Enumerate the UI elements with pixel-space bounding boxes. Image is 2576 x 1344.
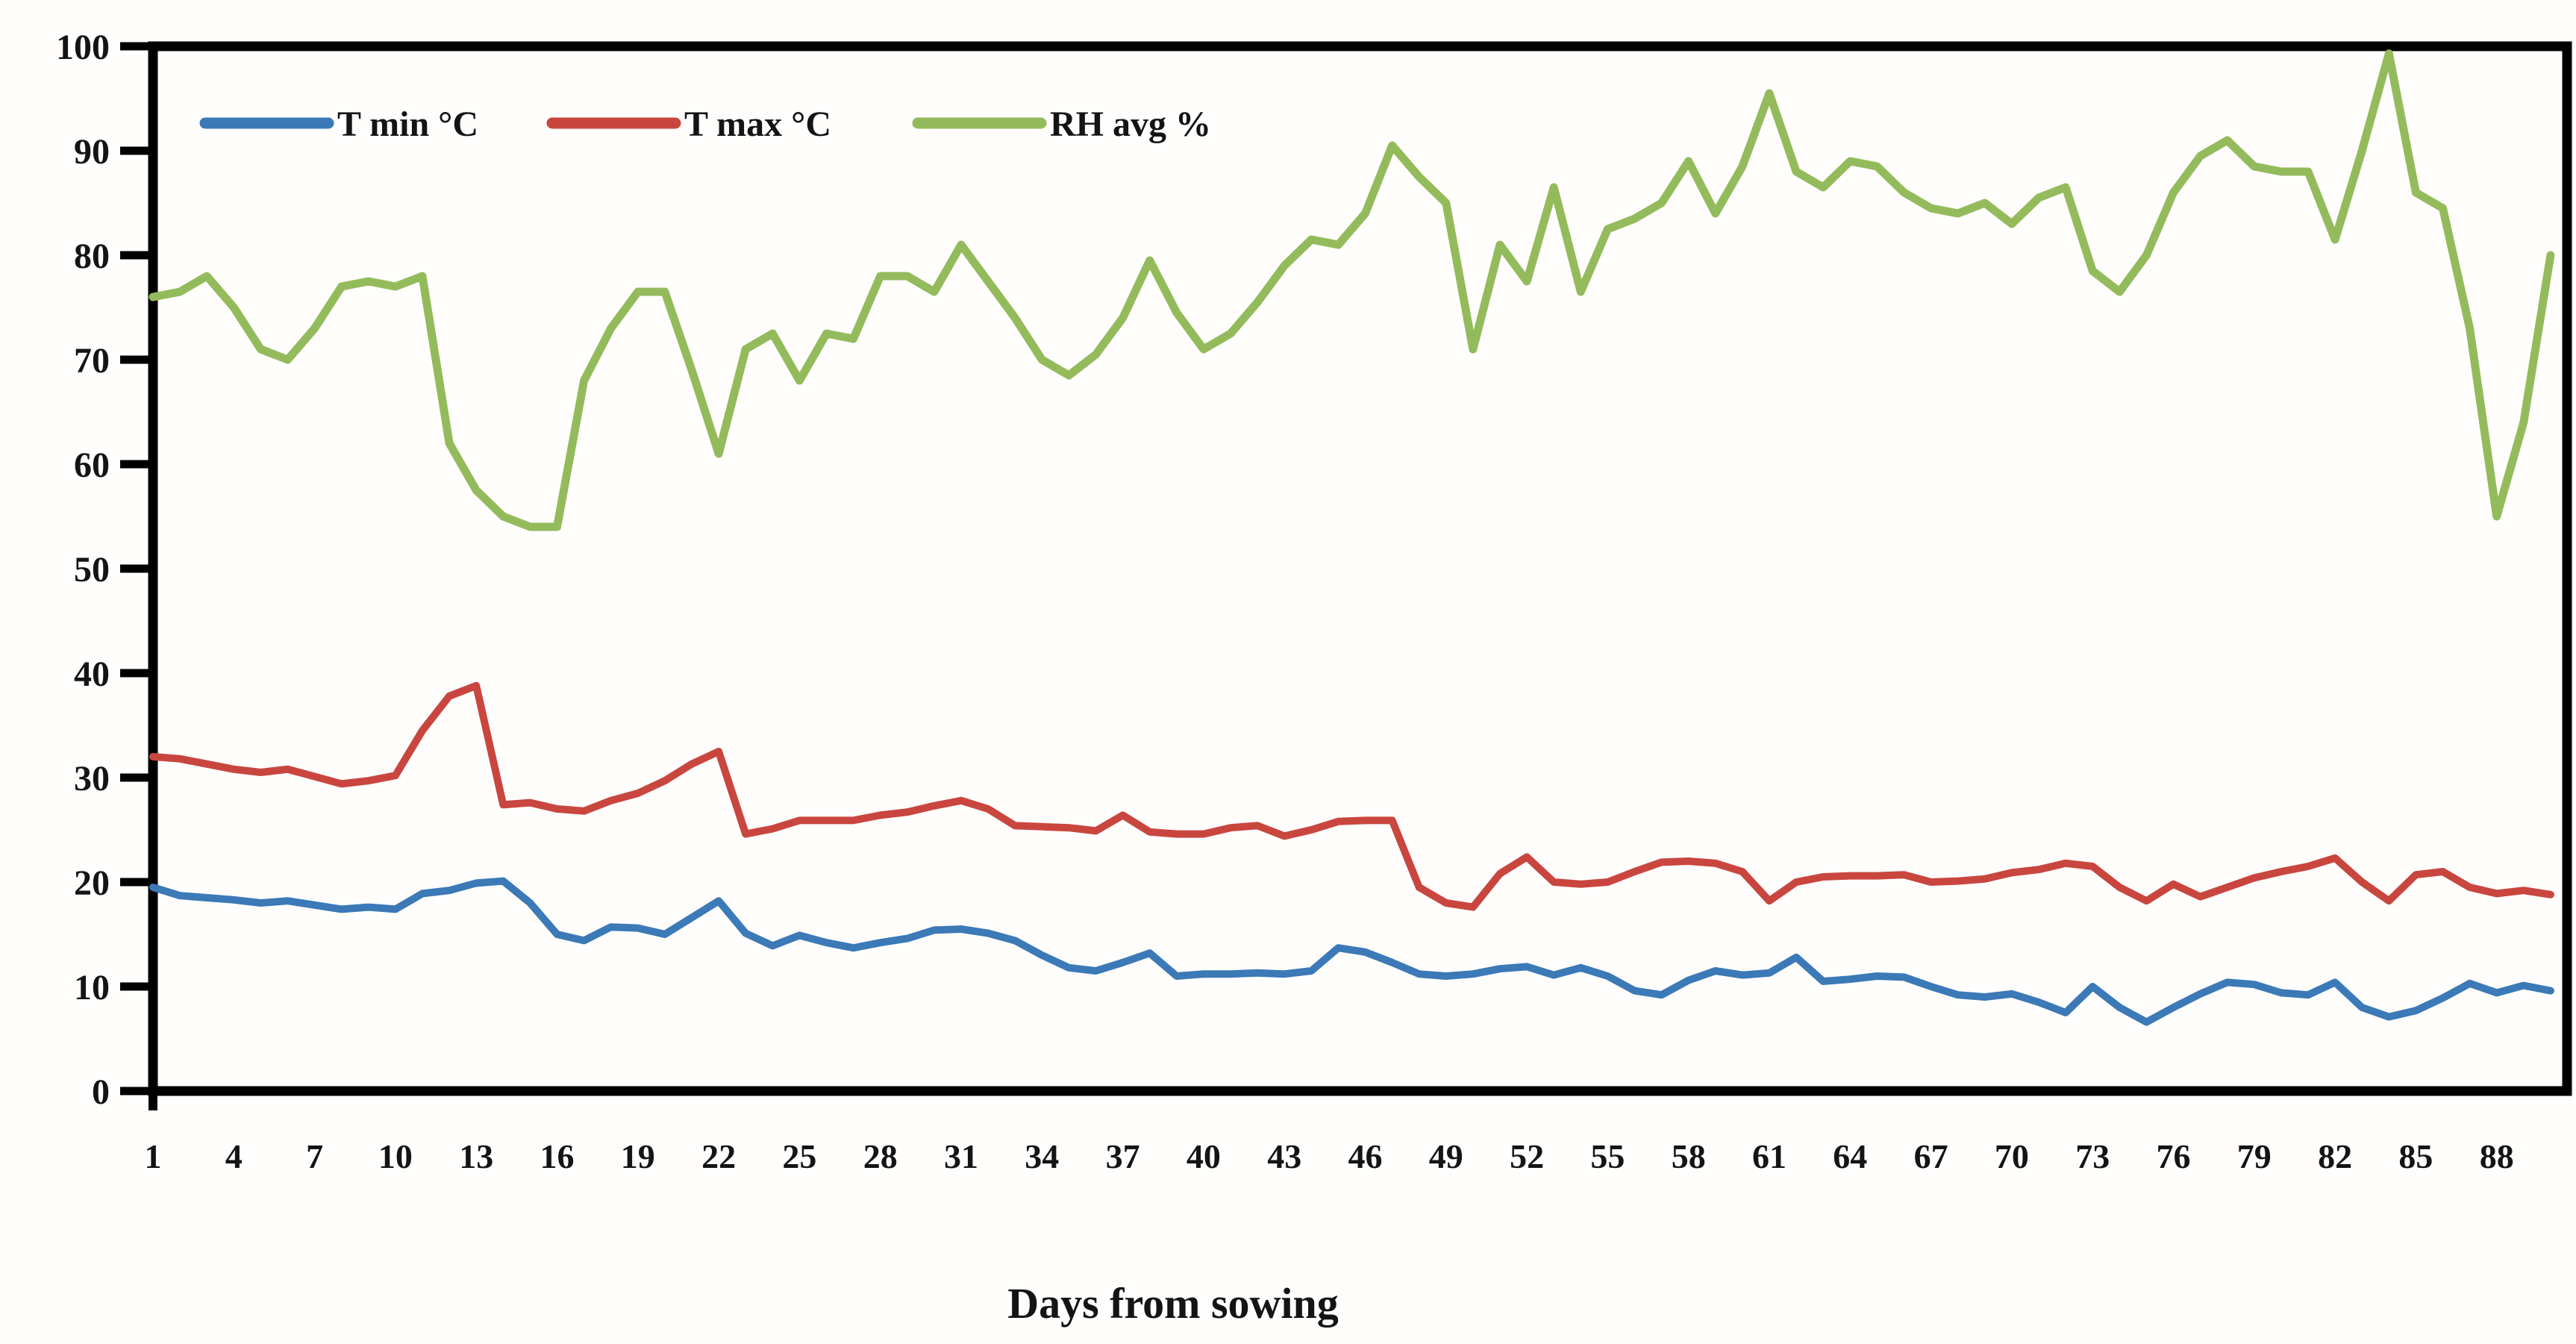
x-tick-label: 88 [2480,1137,2514,1175]
y-tick [120,42,153,51]
x-tick-label: 28 [863,1137,898,1175]
y-tick [120,355,153,364]
x-axis-title: Days from sowing [1007,1279,1339,1328]
x-tick-label: 55 [1590,1137,1625,1175]
x-tick-label: 31 [944,1137,978,1175]
y-tick-label: 70 [74,341,110,381]
x-tick-label: 76 [2157,1137,2191,1175]
y-tick-label: 80 [74,237,110,276]
x-tick-label: 79 [2237,1137,2272,1175]
y-tick-label: 10 [74,968,110,1007]
x-tick-label: 10 [378,1137,413,1175]
y-tick-label: 30 [74,759,110,798]
x-axis: 1 4 7 10 13 16 19 22 25 28 31 34 37 40 43 46 49 52 55 58 61 6… [145,1137,2514,1175]
x-tick-label: 70 [1995,1137,2029,1175]
x-tick-label: 22 [701,1137,736,1175]
y-tick [120,146,153,155]
y-tick [120,773,153,782]
series-line-tmin [149,877,2554,1026]
y-tick-label: 0 [92,1072,110,1112]
x-tick-label: 49 [1429,1137,1463,1175]
x-tick-label: 46 [1348,1137,1383,1175]
y-axis: 0 10 20 30 40 50 60 70 80 90 100 [56,28,153,1112]
y-tick [120,1087,153,1095]
x-tick-label: 4 [225,1137,243,1175]
x-tick-label: 25 [782,1137,816,1175]
x-tick-label: 67 [1914,1137,1948,1175]
y-tick-label: 100 [56,28,110,67]
legend: T min °C T max °C RH avg % [199,104,1211,144]
x-tick-label: 73 [2075,1137,2110,1175]
x-tick-label: 64 [1833,1137,1867,1175]
y-tick [120,564,153,573]
x-tick-label: 52 [1510,1137,1544,1175]
series-lines [149,49,2555,1026]
x-tick-label: 82 [2318,1137,2352,1175]
y-tick-label: 50 [74,550,110,590]
y-tick [120,460,153,469]
x-tick-label: 58 [1672,1137,1706,1175]
y-tick-label: 60 [74,446,110,485]
plot-border-box [148,41,2572,1096]
legend-label: T max °C [684,104,831,144]
y-tick-label: 40 [74,654,110,694]
axis-corner-tick [149,1091,157,1110]
x-tick-label: 85 [2398,1137,2433,1175]
y-tick [120,982,153,991]
x-tick-label: 40 [1187,1137,1221,1175]
x-tick-label: 37 [1106,1137,1140,1175]
x-tick-label: 16 [540,1137,575,1175]
x-tick-label: 34 [1025,1137,1059,1175]
legend-label: T min °C [337,104,478,144]
y-tick [120,251,153,260]
x-tick-label: 7 [306,1137,323,1175]
y-tick-label: 20 [74,863,110,903]
x-tick-label: 19 [621,1137,655,1175]
x-tick-label: 43 [1267,1137,1301,1175]
series-line-tmax [149,681,2554,911]
x-tick-label: 1 [145,1137,162,1175]
y-tick [120,669,153,678]
y-tick-label: 90 [74,132,110,172]
x-tick-label: 61 [1752,1137,1786,1175]
legend-label: RH avg % [1050,104,1211,144]
x-tick-label: 13 [459,1137,493,1175]
y-tick [120,878,153,887]
series-line-rhavg [149,49,2555,531]
